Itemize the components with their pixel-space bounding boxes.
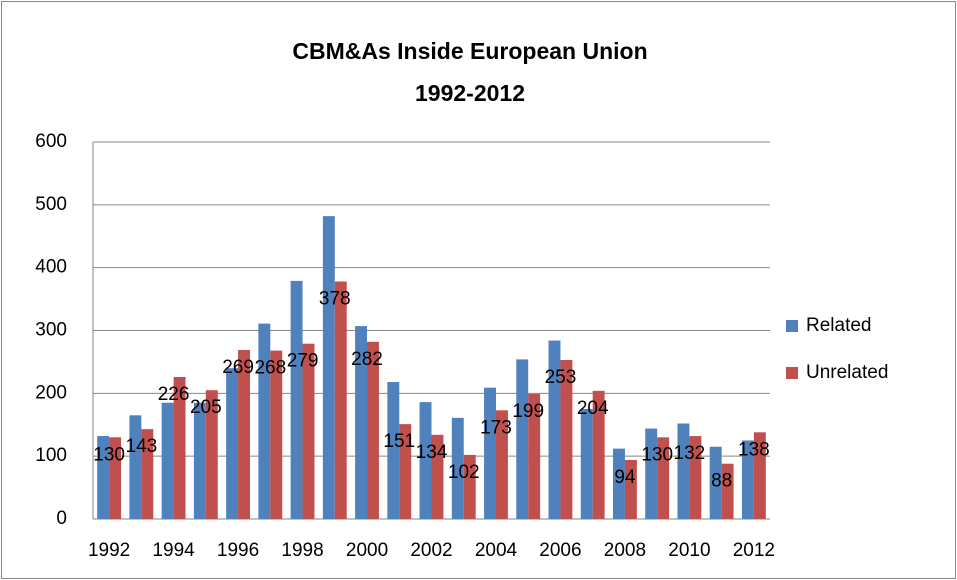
bar: [290, 280, 303, 519]
data-label: 102: [448, 462, 480, 483]
y-tick-label: 500: [35, 194, 67, 215]
data-label: 143: [126, 436, 158, 457]
x-tick-label: 2006: [539, 540, 581, 561]
data-label: 268: [254, 358, 286, 379]
data-label: 199: [512, 401, 544, 422]
legend-swatch: [786, 367, 798, 379]
bar: [141, 429, 154, 519]
bar: [463, 454, 476, 519]
bar: [548, 340, 561, 519]
data-label: 205: [190, 397, 222, 418]
x-tick-label: 2012: [733, 540, 775, 561]
x-tick-label: 2004: [475, 540, 518, 561]
bar: [689, 436, 702, 519]
bar: [560, 360, 573, 519]
x-tick-label: 1992: [88, 540, 130, 561]
data-label: 130: [641, 444, 673, 465]
data-label: 226: [158, 384, 190, 405]
bar: [399, 424, 412, 519]
x-tick-label: 2000: [346, 540, 388, 561]
x-tick-label: 2008: [604, 540, 646, 561]
bar: [97, 436, 110, 519]
y-tick-label: 300: [35, 320, 67, 341]
chart-title: CBM&As Inside European Union: [292, 38, 647, 64]
bar: [387, 382, 400, 519]
y-tick-label: 0: [56, 508, 67, 529]
x-tick-label: 2010: [668, 540, 710, 561]
data-label: 138: [738, 439, 770, 460]
bar: [741, 440, 754, 519]
bar: [322, 216, 335, 520]
y-tick-label: 400: [35, 257, 67, 278]
bar: [226, 368, 239, 519]
x-tick-label: 1996: [217, 540, 259, 561]
bar: [205, 390, 218, 519]
bar: [334, 281, 347, 519]
data-label: 279: [287, 351, 319, 372]
bar: [580, 409, 593, 519]
bar: [528, 393, 541, 519]
chart-title: 1992-2012: [415, 80, 525, 106]
bar: [270, 350, 283, 519]
legend-swatch: [786, 320, 798, 332]
bar: [624, 459, 637, 519]
bar: [173, 376, 186, 519]
x-tick-label: 1998: [281, 540, 323, 561]
data-label: 378: [319, 289, 351, 310]
data-label: 282: [351, 349, 383, 370]
data-label: 94: [614, 467, 636, 488]
y-tick-label: 200: [35, 382, 67, 403]
legend-label: Unrelated: [806, 362, 888, 383]
x-tick-label: 2002: [410, 540, 452, 561]
data-label: 173: [480, 417, 512, 438]
bar: [721, 463, 734, 519]
data-label: 269: [222, 357, 254, 378]
bar: [302, 343, 315, 519]
bar: [161, 402, 174, 519]
data-label: 134: [416, 442, 448, 463]
bar: [451, 417, 464, 519]
y-tick-label: 600: [35, 131, 67, 152]
bar: [419, 402, 432, 519]
x-tick-label: 1994: [152, 540, 195, 561]
bar: [109, 437, 122, 519]
data-label: 151: [383, 431, 415, 452]
bar: [193, 402, 206, 519]
bar: [431, 434, 444, 519]
bar: [495, 410, 508, 519]
data-label: 132: [674, 443, 706, 464]
bar: [367, 341, 379, 519]
bar: [613, 448, 625, 519]
data-label: 204: [577, 398, 609, 419]
bar: [677, 423, 690, 519]
data-label: 253: [545, 367, 577, 388]
data-label: 88: [711, 471, 732, 492]
bar: [355, 326, 368, 519]
bar: [645, 428, 658, 519]
bar: [709, 446, 722, 519]
bar: [484, 387, 496, 519]
data-label: 130: [93, 444, 125, 465]
legend-label: Related: [806, 315, 872, 336]
bar: [516, 359, 529, 519]
bar: [258, 323, 271, 519]
bar: [129, 415, 142, 519]
bar: [753, 432, 766, 519]
bar: [657, 437, 670, 519]
y-tick-label: 100: [35, 445, 67, 466]
bar: [592, 390, 605, 519]
bar: [238, 349, 250, 519]
